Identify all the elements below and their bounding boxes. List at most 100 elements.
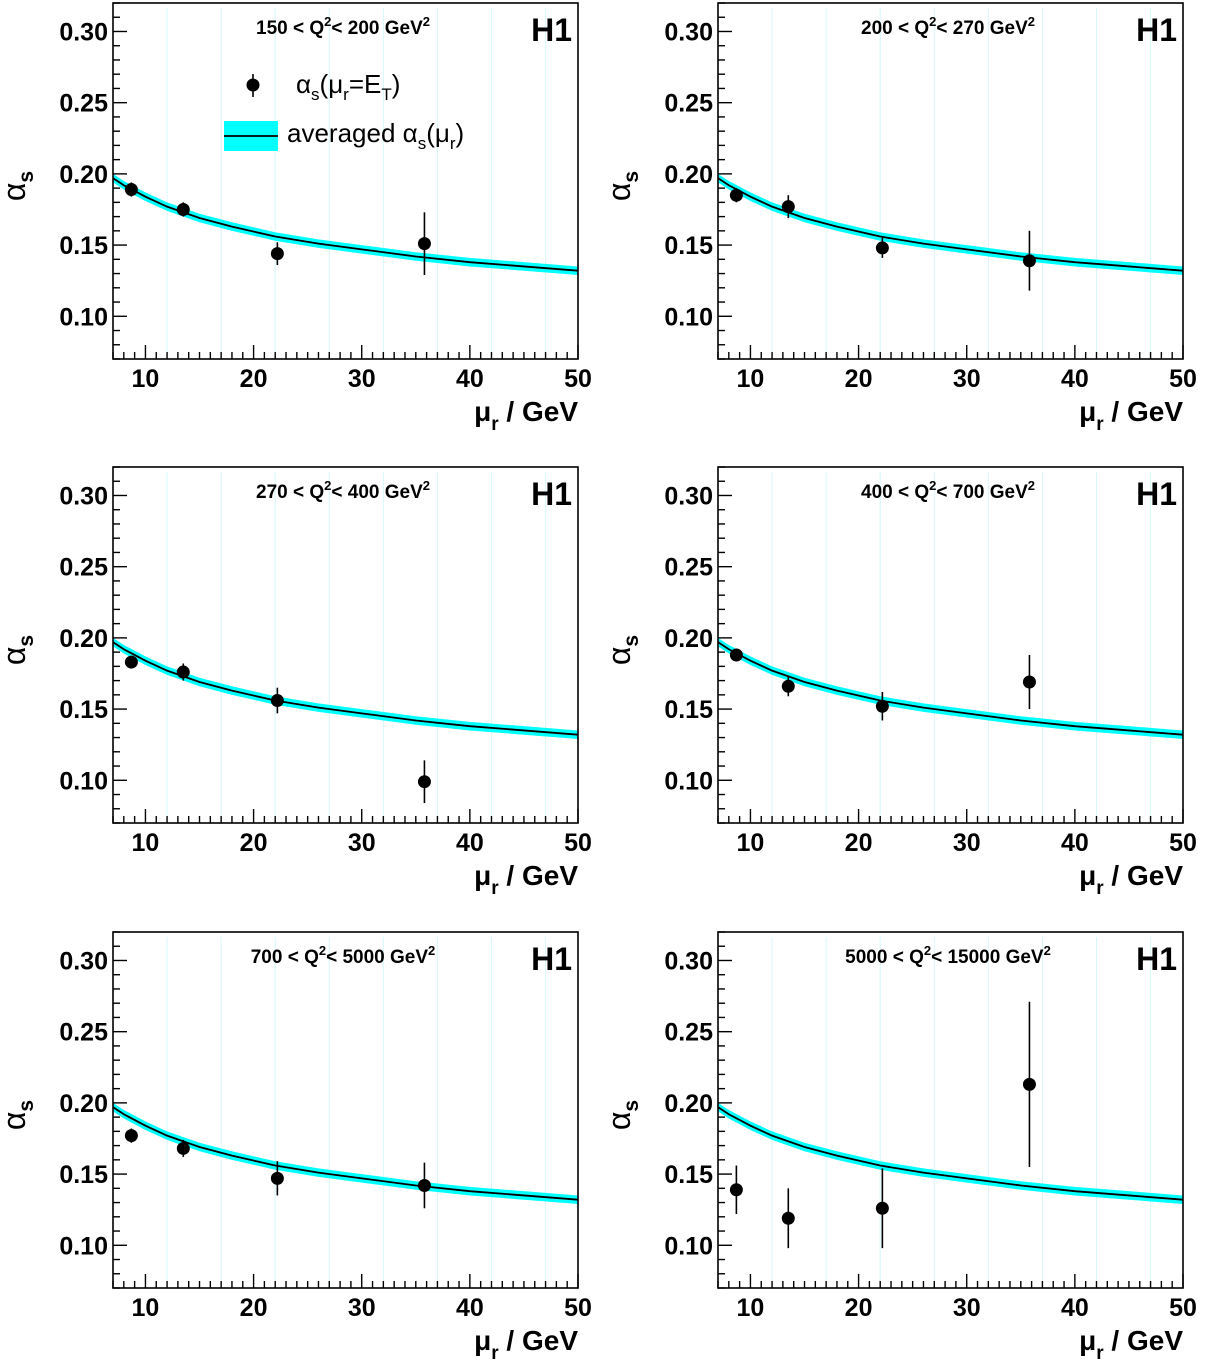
y-axis-title: αs xyxy=(0,635,38,665)
chart-panel-2: 10 20 30 40 50 0.10 0.15 0.20 0.25 0.30 μr / GeV αs… xyxy=(601,3,1197,435)
q2-range-label: 150 < Q2< 200 GeV2 xyxy=(256,14,430,39)
experiment-label: H1 xyxy=(531,12,572,48)
x-tick-label: 30 xyxy=(953,829,981,857)
y-tick-label: 0.15 xyxy=(664,696,713,724)
x-axis-unit: / GeV xyxy=(499,1325,579,1356)
x-axis-title: μr / GeV xyxy=(474,396,578,435)
y-tick-label: 0.25 xyxy=(59,554,108,582)
data-point xyxy=(730,648,743,661)
x-tick-label: 40 xyxy=(456,829,484,857)
y-tick-label: 0.20 xyxy=(664,161,713,189)
x-axis-symbol: μ xyxy=(1079,396,1096,427)
y-tick-label: 0.20 xyxy=(59,161,108,189)
legend-band-label: averaged αs(μr) xyxy=(287,118,464,153)
x-tick-label: 20 xyxy=(240,829,268,857)
legend: αs(μr=ET)averaged αs(μr) xyxy=(224,69,464,153)
data-point xyxy=(271,694,284,707)
data-point xyxy=(418,775,431,788)
y-tick-label: 0.20 xyxy=(664,1090,713,1118)
range-sup: 2 xyxy=(929,478,936,493)
x-axis-unit: / GeV xyxy=(499,860,579,891)
data-point xyxy=(876,241,889,254)
range-pre: 200 < Q xyxy=(861,18,929,39)
y-tick-label: 0.15 xyxy=(59,1161,108,1189)
data-point xyxy=(177,1142,190,1155)
plot-frame xyxy=(718,3,1183,359)
legend-point-marker xyxy=(247,79,260,92)
range-sup: 2 xyxy=(924,943,931,958)
legend-band-open: (μ xyxy=(426,118,450,148)
range-sup2: 2 xyxy=(423,478,430,493)
y-tick-label: 0.15 xyxy=(59,232,108,260)
x-tick-label: 50 xyxy=(564,829,592,857)
range-pre: 5000 < Q xyxy=(845,947,924,968)
q2-range-label: 5000 < Q2< 15000 GeV2 xyxy=(845,943,1051,968)
x-tick-label: 50 xyxy=(564,1294,592,1322)
x-tick-label: 40 xyxy=(456,1294,484,1322)
plot-frame xyxy=(113,932,578,1288)
y-axis-subscript: s xyxy=(620,171,643,183)
uncertainty-band xyxy=(718,174,1183,275)
y-axis-title: αs xyxy=(0,1100,38,1130)
legend-points-eq: =E xyxy=(349,69,382,99)
data-point xyxy=(418,237,431,250)
range-pre: 400 < Q xyxy=(861,482,929,503)
x-axis-title: μr / GeV xyxy=(474,1325,578,1364)
uncertainty-band xyxy=(113,638,578,739)
x-tick-label: 40 xyxy=(1061,365,1089,393)
x-tick-label: 20 xyxy=(845,829,873,857)
data-point xyxy=(782,680,795,693)
x-tick-label: 20 xyxy=(845,1294,873,1322)
data-point xyxy=(177,666,190,679)
x-tick-label: 10 xyxy=(737,365,765,393)
x-axis-symbol: μ xyxy=(474,860,491,891)
range-mid: < 700 GeV xyxy=(936,482,1028,503)
data-point xyxy=(271,247,284,260)
x-tick-label: 10 xyxy=(737,1294,765,1322)
y-tick-label: 0.20 xyxy=(664,625,713,653)
x-axis-unit: / GeV xyxy=(1104,396,1184,427)
range-mid: < 5000 GeV xyxy=(326,947,428,968)
x-tick-label: 20 xyxy=(240,1294,268,1322)
data-point xyxy=(730,189,743,202)
y-axis-symbol: α xyxy=(601,647,637,666)
x-axis-unit: / GeV xyxy=(499,396,579,427)
x-tick-label: 30 xyxy=(953,365,981,393)
y-tick-label: 0.10 xyxy=(664,1232,713,1260)
legend-points-sub: s xyxy=(311,85,320,104)
x-axis-title: μr / GeV xyxy=(1079,1325,1183,1364)
experiment-label: H1 xyxy=(531,941,572,977)
legend-band-sub: s xyxy=(418,134,427,153)
legend-points-close: ) xyxy=(392,69,401,99)
range-sup2: 2 xyxy=(1028,478,1035,493)
q2-range-label: 270 < Q2< 400 GeV2 xyxy=(256,478,430,503)
y-axis-title: αs xyxy=(601,635,643,665)
legend-band-text: averaged α xyxy=(287,118,418,148)
chart-panel-5: 10203040500.100.150.200.250.30μr / GeVαs… xyxy=(0,932,592,1364)
data-point xyxy=(125,656,138,669)
y-tick-label: 0.30 xyxy=(59,947,108,975)
x-tick-label: 20 xyxy=(240,365,268,393)
y-axis-title: αs xyxy=(601,171,643,201)
chart-panel-3: 10203040500.100.150.200.250.30μr / GeVαs… xyxy=(0,467,592,899)
y-axis-title: αs xyxy=(601,1100,643,1130)
chart-panel-6: 10 20 30 40 500.100.150.200.250.30μr / GeVαs… xyxy=(601,932,1197,1364)
range-sup2: 2 xyxy=(1028,14,1035,29)
q2-range-label: 400 < Q2< 700 GeV2 xyxy=(861,478,1035,503)
range-sup: 2 xyxy=(324,14,331,29)
y-tick-label: 0.30 xyxy=(664,18,713,46)
y-tick-label: 0.25 xyxy=(59,1019,108,1047)
experiment-label: H1 xyxy=(1136,941,1177,977)
data-point xyxy=(782,1212,795,1225)
y-axis-symbol: α xyxy=(0,1112,32,1131)
range-sup: 2 xyxy=(324,478,331,493)
x-tick-label: 50 xyxy=(564,365,592,393)
x-tick-label: 50 xyxy=(1169,365,1197,393)
range-sup: 2 xyxy=(319,943,326,958)
x-axis-unit: / GeV xyxy=(1104,1325,1184,1356)
y-axis-symbol: α xyxy=(601,1112,637,1131)
y-axis-title: αs xyxy=(0,171,38,201)
y-tick-label: 0.10 xyxy=(664,303,713,331)
range-pre: 150 < Q xyxy=(256,18,324,39)
